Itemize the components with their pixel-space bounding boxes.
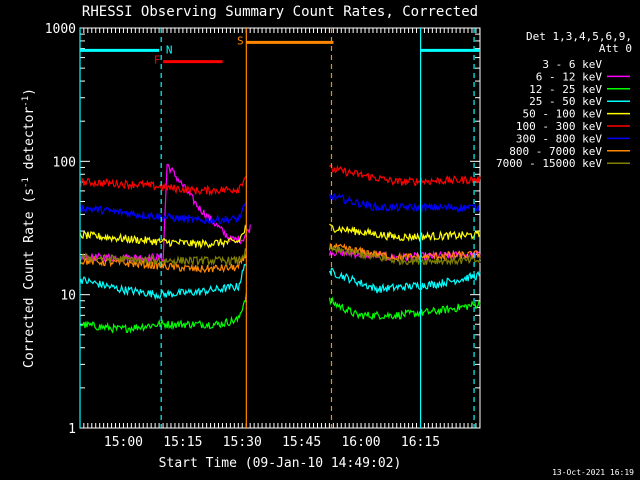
legend-label-800-7000-keV: 800 - 7000 keV (509, 145, 602, 158)
legend-label-3-6-keV: 3 - 6 keV (542, 58, 602, 71)
x-axis-label: Start Time (09-Jan-10 14:49:02) (159, 456, 402, 471)
flag-label-N: N (166, 43, 173, 56)
series-line-50-100-keV (329, 223, 481, 243)
x-tick-label: 16:00 (341, 435, 380, 450)
x-tick-label: 15:00 (104, 435, 143, 450)
y-tick-label: 1 (68, 422, 76, 437)
series-line-6-12-keV (79, 163, 251, 264)
series-line-100-300-keV (79, 175, 247, 197)
y-tick-label: 1000 (45, 22, 76, 37)
flag-label-F: F (154, 54, 161, 67)
x-tick-label: 15:45 (282, 435, 321, 450)
legend-label-25-50-keV: 25 - 50 keV (529, 95, 602, 108)
footer-timestamp: 13-Oct-2021 16:19 (552, 468, 634, 477)
series-line-7000-15000-keV (79, 248, 247, 267)
legend-label-6-12-keV: 6 - 12 keV (536, 70, 603, 83)
series-line-800-7000-keV (328, 243, 481, 263)
y-tick-label: 10 (60, 289, 76, 304)
series-line-300-800-keV (328, 192, 481, 213)
legend-label-300-800-keV: 300 - 800 keV (516, 132, 602, 145)
x-tick-label: 15:30 (223, 435, 262, 450)
series-line-7000-15000-keV (329, 245, 481, 266)
series-line-12-25-keV (328, 296, 481, 321)
flag-label-S: S (237, 34, 244, 47)
legend-header-line-2: Att 0 (599, 42, 632, 55)
series-line-25-50-keV (79, 263, 247, 301)
series-line-100-300-keV (329, 164, 481, 187)
y-tick-label: 100 (53, 155, 76, 170)
series-line-300-800-keV (79, 201, 247, 225)
legend-label-100-300-keV: 100 - 300 keV (516, 120, 602, 133)
series-line-25-50-keV (328, 267, 481, 294)
x-tick-label: 15:15 (163, 435, 202, 450)
legend-label-50-100-keV: 50 - 100 keV (523, 108, 603, 121)
x-tick-label: 16:15 (401, 435, 440, 450)
series-line-50-100-keV (79, 224, 247, 250)
legend-label-7000-15000-keV: 7000 - 15000 keV (496, 157, 602, 170)
series-line-12-25-keV (79, 293, 247, 334)
chart-title: RHESSI Observing Summary Count Rates, Co… (82, 4, 478, 20)
y-axis-label: Corrected Count Rate (s-1 detector-1) (21, 88, 37, 368)
legend-header-line-1: Det 1,3,4,5,6,9, (526, 30, 632, 43)
legend-label-12-25-keV: 12 - 25 keV (529, 83, 602, 96)
